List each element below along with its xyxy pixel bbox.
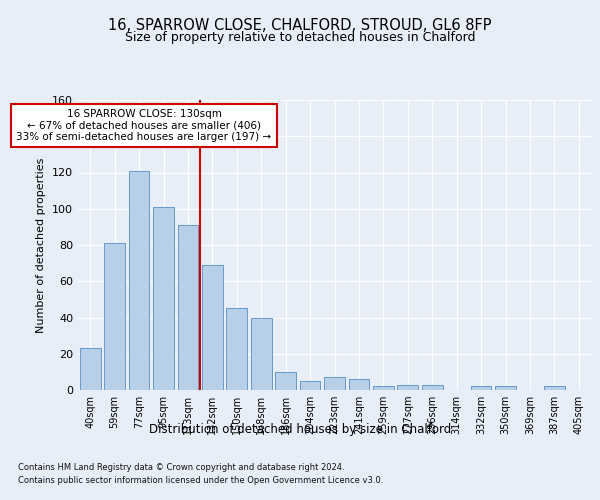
- Bar: [128, 170, 149, 390]
- Bar: [178, 225, 199, 390]
- Text: 16, SPARROW CLOSE, CHALFORD, STROUD, GL6 8FP: 16, SPARROW CLOSE, CHALFORD, STROUD, GL6…: [108, 18, 492, 32]
- Bar: [422, 384, 443, 390]
- Text: Size of property relative to detached houses in Chalford: Size of property relative to detached ho…: [125, 31, 475, 44]
- Bar: [275, 372, 296, 390]
- Bar: [299, 381, 320, 390]
- Text: Contains HM Land Registry data © Crown copyright and database right 2024.: Contains HM Land Registry data © Crown c…: [18, 462, 344, 471]
- Y-axis label: Number of detached properties: Number of detached properties: [37, 158, 46, 332]
- Bar: [202, 265, 223, 390]
- Bar: [153, 207, 174, 390]
- Bar: [226, 308, 247, 390]
- Bar: [104, 243, 125, 390]
- Bar: [544, 386, 565, 390]
- Text: Contains public sector information licensed under the Open Government Licence v3: Contains public sector information licen…: [18, 476, 383, 485]
- Bar: [251, 318, 272, 390]
- Text: Distribution of detached houses by size in Chalford: Distribution of detached houses by size …: [149, 422, 451, 436]
- Bar: [324, 378, 345, 390]
- Bar: [373, 386, 394, 390]
- Bar: [470, 386, 491, 390]
- Bar: [495, 386, 516, 390]
- Text: 16 SPARROW CLOSE: 130sqm
← 67% of detached houses are smaller (406)
33% of semi-: 16 SPARROW CLOSE: 130sqm ← 67% of detach…: [16, 109, 272, 142]
- Bar: [80, 348, 101, 390]
- Bar: [349, 379, 370, 390]
- Bar: [397, 384, 418, 390]
